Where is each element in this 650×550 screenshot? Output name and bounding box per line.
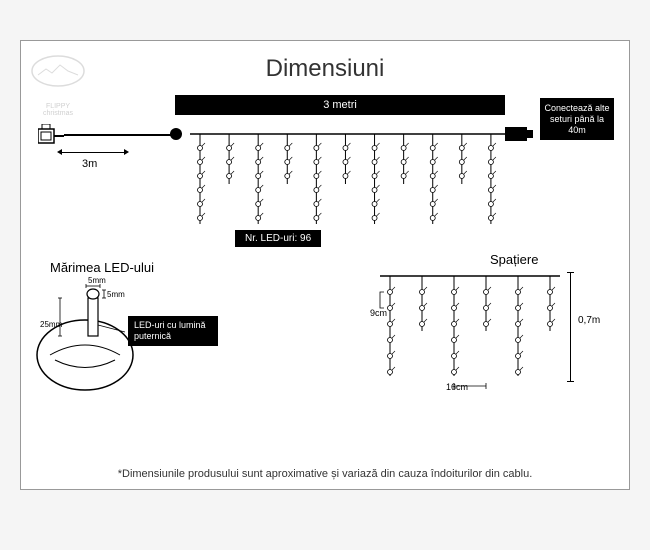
height-dimension-line bbox=[570, 272, 571, 382]
power-cable bbox=[64, 134, 176, 136]
footnote-text: *Dimensiunile produsului sunt aproximati… bbox=[33, 468, 618, 480]
plug-icon bbox=[38, 124, 64, 146]
main-curtain-diagram bbox=[180, 120, 510, 240]
spacing-curtain-diagram bbox=[370, 268, 570, 403]
spacing-horizontal-label: 16cm bbox=[446, 382, 468, 392]
logo-line2: christmas bbox=[43, 110, 73, 117]
led-side-dim: 5mm bbox=[107, 290, 125, 299]
spacing-vertical-label: 9cm bbox=[370, 308, 387, 318]
logo-line1: FLIPPY bbox=[46, 103, 70, 110]
page-title: Dimensiuni bbox=[266, 55, 385, 83]
connect-info-box: Conectează alte seturi până la 40m bbox=[540, 98, 614, 140]
led-size-title: Mărimea LED-ului bbox=[50, 260, 154, 275]
end-connector bbox=[505, 127, 527, 141]
spacing-height-label: 0,7m bbox=[578, 315, 600, 326]
cable-dimension-line bbox=[62, 152, 124, 153]
spacing-title: Spațiere bbox=[490, 252, 538, 267]
led-top-dim: 5mm bbox=[88, 276, 106, 285]
brand-logo: FLIPPYchristmas bbox=[28, 48, 88, 98]
cable-length-label: 3m bbox=[82, 158, 97, 170]
led-height-dim: 25mm bbox=[40, 320, 62, 329]
led-description-box: LED-uri cu lumină puternică bbox=[128, 316, 218, 346]
width-dimension-bar: 3 metri bbox=[175, 95, 505, 115]
led-count-box: Nr. LED-uri: 96 bbox=[235, 230, 321, 247]
